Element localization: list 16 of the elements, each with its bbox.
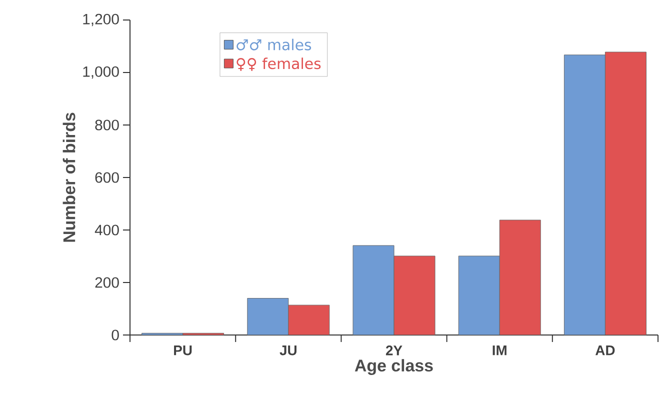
y-tick-label: 600 <box>95 172 119 183</box>
x-axis-title: Age class <box>354 359 433 375</box>
x-tick-label: PU <box>174 346 192 356</box>
x-tick-label: 2Y <box>386 346 402 356</box>
y-tick-label: 800 <box>95 120 119 130</box>
y-tick-label: 200 <box>95 277 119 288</box>
y-tick-label: 1,200 <box>83 14 119 26</box>
y-axis-title: Number of birds <box>62 112 76 242</box>
x-tick-label: IM <box>492 346 506 356</box>
y-tick-label: 0 <box>112 330 119 340</box>
x-tick-label: JU <box>280 346 296 356</box>
legend-label: ♀♀ females <box>236 58 321 71</box>
legend-label: ♂♂ males <box>236 38 312 50</box>
x-tick-label: AD <box>595 346 615 356</box>
y-tick-label: 1,000 <box>83 66 119 79</box>
y-tick-label: 400 <box>94 224 119 236</box>
